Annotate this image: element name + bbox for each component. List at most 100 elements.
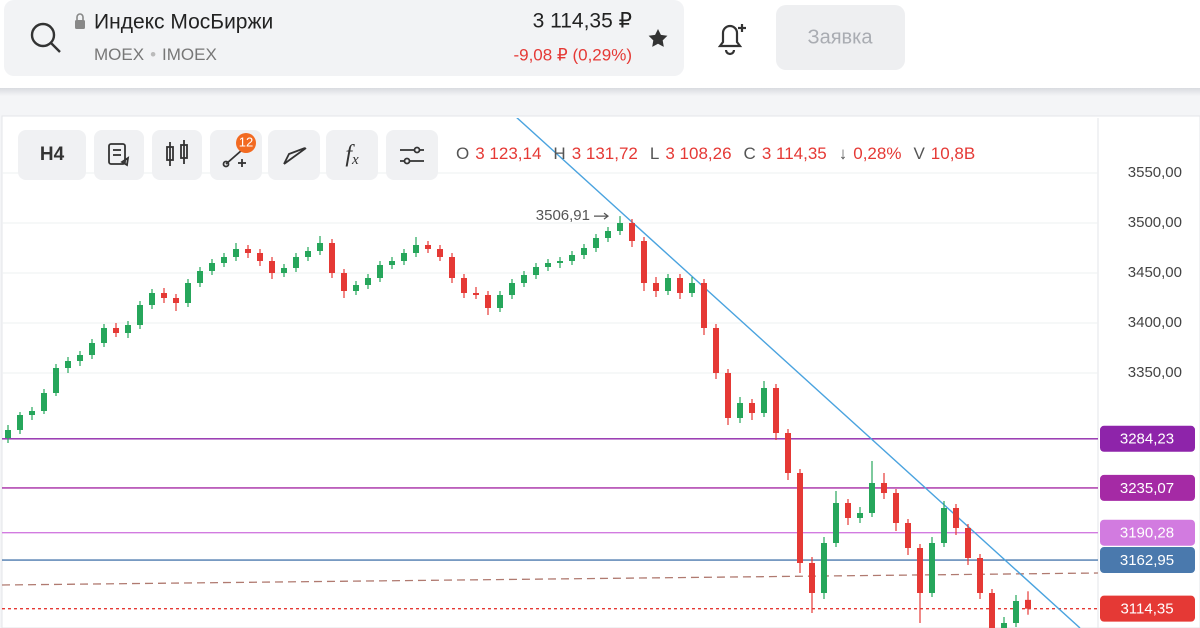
order-button-label[interactable]: Заявка bbox=[808, 26, 874, 48]
candle-body bbox=[197, 271, 203, 283]
levels bbox=[2, 438, 1098, 610]
price-change: -9,08 ₽ (0,29%) bbox=[513, 45, 632, 64]
board: IMOEX bbox=[162, 45, 217, 64]
candle-body bbox=[149, 293, 155, 305]
candle-body bbox=[869, 483, 875, 513]
candle-body bbox=[461, 278, 467, 293]
candle-body bbox=[173, 298, 179, 303]
search-icon[interactable] bbox=[30, 22, 61, 53]
candle-body bbox=[617, 223, 623, 231]
candle-body bbox=[449, 257, 455, 278]
annotations: 3506,91 bbox=[536, 207, 609, 224]
candle-body bbox=[17, 415, 23, 430]
candle-body bbox=[689, 283, 695, 293]
timeframe-label[interactable]: H4 bbox=[40, 144, 65, 165]
candle-body bbox=[545, 263, 551, 267]
candle-body bbox=[257, 253, 263, 261]
level-price-box bbox=[1100, 425, 1195, 452]
candle-body bbox=[137, 305, 143, 325]
high-annotation: 3506,91 bbox=[536, 207, 590, 224]
candle-body bbox=[233, 249, 239, 257]
chart-type-icon bbox=[166, 140, 188, 166]
candle-body bbox=[785, 433, 791, 473]
ohlc-label: ↓ bbox=[839, 144, 848, 163]
candle-body bbox=[797, 473, 803, 563]
tools-icon bbox=[283, 147, 307, 165]
y-tick-label: 3500,00 bbox=[1128, 214, 1182, 231]
candles bbox=[5, 216, 1031, 628]
separator: • bbox=[150, 45, 156, 64]
instrument-codes: MOEX • IMOEX bbox=[94, 45, 217, 64]
candle-body bbox=[977, 558, 983, 593]
candle-body bbox=[629, 223, 635, 241]
candle-body bbox=[569, 255, 575, 261]
drawings-badge-count: 12 bbox=[239, 134, 253, 149]
candle-body bbox=[653, 283, 659, 291]
candle-body bbox=[353, 285, 359, 291]
candle-body bbox=[1013, 601, 1019, 623]
candle-body bbox=[881, 483, 887, 493]
level-price-label: 3190,28 bbox=[1120, 525, 1174, 542]
ohlc-label: C bbox=[744, 144, 756, 163]
candle-body bbox=[161, 293, 167, 298]
ohlc-value: 0,28% bbox=[853, 144, 901, 163]
candle-body bbox=[605, 231, 611, 238]
candle-body bbox=[425, 245, 431, 249]
candle-body bbox=[329, 243, 335, 273]
settings-icon bbox=[400, 146, 424, 165]
candle-body bbox=[125, 325, 131, 333]
candle-body bbox=[305, 251, 311, 257]
tools-button[interactable] bbox=[268, 130, 320, 180]
level-price-label: 3284,23 bbox=[1120, 431, 1174, 448]
candle-body bbox=[773, 388, 779, 433]
candle-body bbox=[917, 548, 923, 593]
candle-body bbox=[29, 411, 35, 415]
ohlc-value: 3 131,72 bbox=[572, 144, 638, 163]
level-price-label: 3235,07 bbox=[1120, 480, 1174, 497]
candle-body bbox=[593, 238, 599, 248]
candle-body bbox=[89, 343, 95, 355]
candle-body bbox=[377, 265, 383, 278]
template-icon bbox=[108, 143, 130, 167]
lock-icon bbox=[75, 13, 85, 29]
candle-body bbox=[269, 261, 275, 273]
indicators-button[interactable] bbox=[326, 130, 378, 180]
candle-body bbox=[77, 355, 83, 361]
y-tick-label: 3550,00 bbox=[1128, 164, 1182, 181]
price-axis: 3350,00 3400,00 3450,00 3500,00 3550,00 3284,… bbox=[1100, 164, 1195, 622]
order-button[interactable] bbox=[776, 5, 905, 70]
candle-body bbox=[113, 328, 119, 333]
candle-body bbox=[557, 261, 563, 263]
candle-body bbox=[389, 261, 395, 265]
candle-body bbox=[473, 293, 479, 295]
candle-body bbox=[989, 593, 995, 628]
level-price-box bbox=[1100, 519, 1195, 546]
candle-body bbox=[893, 493, 899, 523]
candle-body bbox=[281, 268, 287, 273]
candle-body bbox=[725, 373, 731, 418]
candle-body bbox=[53, 368, 59, 393]
candle-body bbox=[737, 403, 743, 418]
candle-body bbox=[485, 295, 491, 308]
search-box[interactable] bbox=[4, 0, 684, 76]
ohlc-label: V bbox=[913, 144, 925, 163]
timeframe-button[interactable] bbox=[18, 130, 86, 180]
drawings-badge bbox=[236, 133, 256, 153]
candle-body bbox=[953, 508, 959, 528]
chart-panel bbox=[1, 115, 1200, 628]
candle-body bbox=[749, 403, 755, 413]
candle-body bbox=[929, 543, 935, 593]
candle-body bbox=[185, 283, 191, 303]
ohlc-label: O bbox=[456, 144, 469, 163]
dashed-trendline[interactable] bbox=[2, 572, 1098, 586]
candle-body bbox=[245, 249, 251, 253]
candle-body bbox=[941, 508, 947, 543]
alert-bell[interactable] bbox=[717, 24, 746, 56]
level-price-label: 3162,95 bbox=[1120, 552, 1174, 569]
settings-button[interactable] bbox=[386, 130, 438, 180]
chart-type-button[interactable] bbox=[152, 130, 202, 180]
candle-body bbox=[701, 283, 707, 328]
trendline[interactable] bbox=[515, 116, 1081, 628]
candle-body bbox=[665, 278, 671, 291]
favorite-star[interactable] bbox=[648, 29, 668, 47]
